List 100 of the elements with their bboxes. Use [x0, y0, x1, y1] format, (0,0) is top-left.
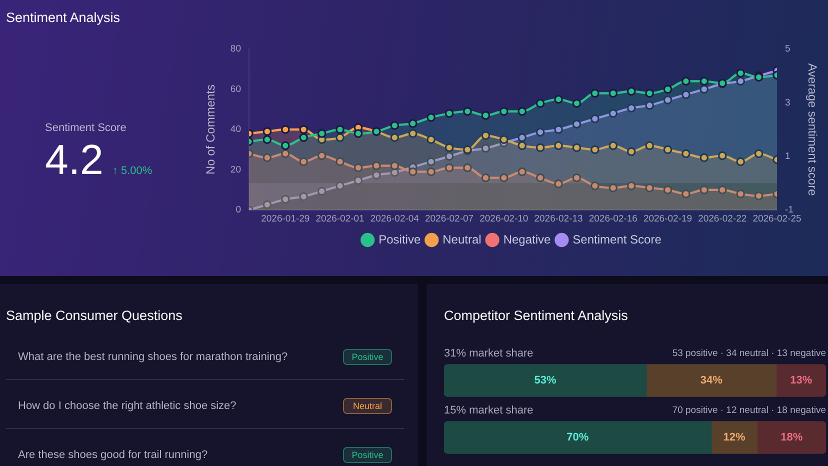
text: Neutral: [352, 401, 382, 411]
annotation: 53 positive · 34 neutral · 13 negative: [672, 348, 826, 360]
point: [281, 149, 290, 158]
point: [645, 100, 654, 110]
y-tick-label: 20: [230, 164, 241, 176]
x-tick-label: 2026-02-01: [316, 213, 364, 224]
point: [499, 135, 508, 144]
point: [554, 141, 563, 150]
point: [262, 127, 272, 136]
point: [554, 94, 563, 104]
y-axis-title: No of Comments: [204, 84, 218, 175]
x-tick-label: 2026-02-19: [643, 213, 692, 224]
point: [463, 106, 472, 116]
point: [663, 185, 672, 194]
point: [262, 153, 272, 162]
legend-label: Neutral: [442, 232, 482, 246]
point: [262, 135, 272, 144]
text: Sentiment Score: [45, 121, 128, 135]
point: [481, 144, 490, 153]
point: [354, 176, 363, 185]
legend-label: Sentiment Score: [572, 232, 662, 246]
point: [736, 76, 745, 86]
data-label: 34%: [700, 374, 723, 387]
point: [317, 186, 326, 196]
point: [426, 113, 436, 122]
point: [372, 170, 381, 180]
point: [372, 161, 381, 170]
point: [626, 147, 636, 156]
point: [682, 76, 690, 86]
point: [390, 161, 400, 170]
x-tick-label: 2026-02-22: [698, 213, 747, 224]
x-tick-label: 2026-02-16: [588, 213, 638, 224]
text: Sample Consumer Questions: [6, 308, 182, 323]
data-label: 70%: [566, 432, 589, 444]
point: [317, 151, 326, 160]
point: [444, 152, 454, 161]
category-label: What are the best running shoes for marathon training?: [18, 351, 288, 363]
point: [736, 190, 745, 198]
point: [554, 179, 563, 188]
point: [299, 192, 308, 201]
point: [481, 131, 490, 140]
legend-label: Positive: [378, 232, 421, 246]
point: [463, 163, 472, 172]
point: [700, 153, 709, 162]
y2-tick-label: 5: [785, 44, 790, 55]
data-label: 53%: [534, 374, 556, 387]
point: [572, 173, 582, 182]
bar: [444, 364, 647, 397]
point: [317, 129, 326, 138]
y2-axis-title: Average sentiment score: [805, 63, 820, 196]
point: [590, 88, 600, 98]
point: [390, 133, 400, 142]
text: 4.2: [45, 136, 104, 183]
point: [518, 106, 527, 116]
point: [718, 185, 727, 194]
point: [444, 109, 454, 118]
point: [700, 76, 709, 86]
point: [481, 111, 490, 120]
point: [336, 125, 344, 134]
y-tick-label: 60: [230, 84, 241, 95]
point: [408, 119, 418, 128]
point: [336, 181, 344, 190]
point: [682, 149, 690, 158]
x-tick-label: 2026-02-07: [424, 213, 474, 224]
point: [499, 106, 508, 116]
x-tick-label: 2026-02-13: [534, 213, 583, 224]
point: [736, 68, 745, 78]
point: [682, 190, 690, 198]
bar: [646, 364, 777, 397]
point: [262, 200, 272, 210]
point: [536, 143, 545, 152]
legend-label: Negative: [503, 232, 551, 246]
bar: [776, 364, 826, 397]
point: [663, 96, 672, 104]
point: [299, 133, 308, 142]
bar: [756, 421, 826, 454]
point: [608, 183, 618, 192]
point: [444, 143, 454, 152]
point: [499, 173, 508, 182]
point: [426, 135, 436, 144]
point: [518, 141, 527, 150]
point: [645, 88, 654, 98]
point: [663, 145, 672, 154]
point: [299, 157, 308, 166]
category-label: How do I choose the right athletic shoe size?: [18, 400, 236, 412]
point: [608, 109, 618, 118]
point: [426, 157, 436, 166]
chart-title: Competitor Sentiment Analysis: [444, 308, 628, 323]
annotation: 31% market share: [444, 348, 534, 360]
point: [299, 125, 308, 134]
text: Positive: [352, 352, 384, 362]
data-label: 18%: [780, 432, 803, 444]
point: [518, 133, 527, 142]
point: [754, 192, 764, 200]
point: [608, 141, 618, 150]
data-label: 13%: [790, 374, 812, 387]
x-tick-label: 2026-02-04: [370, 213, 419, 224]
point: [536, 98, 545, 108]
point: [281, 125, 290, 134]
data-label: 12%: [723, 432, 746, 444]
